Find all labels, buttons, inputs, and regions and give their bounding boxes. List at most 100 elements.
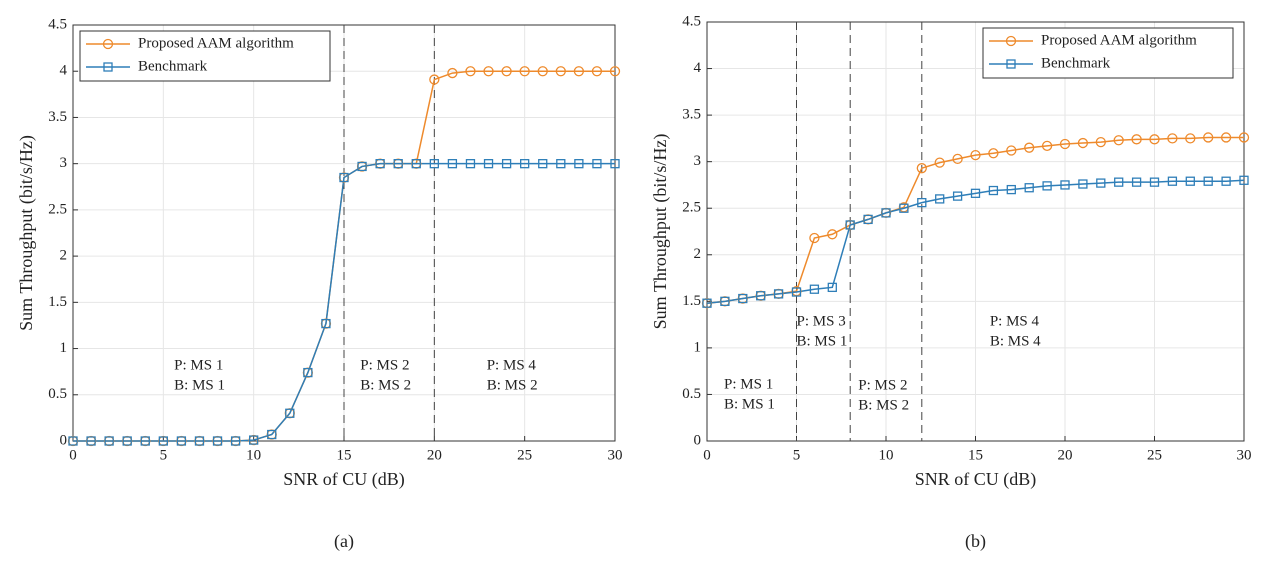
series-line: [706, 179, 1245, 304]
y-tick-label: 3.5: [682, 107, 701, 123]
x-tick-label: 15: [968, 447, 983, 463]
square-marker: [899, 203, 909, 213]
square-marker: [756, 291, 766, 301]
square-marker: [1060, 180, 1070, 190]
square-marker: [935, 194, 945, 204]
plot-frame: [706, 21, 1245, 442]
circle-marker: [447, 67, 458, 79]
y-tick-label: 4.5: [48, 16, 67, 32]
circle-marker: [1113, 135, 1124, 146]
circle-marker: [483, 66, 494, 77]
square-marker: [970, 188, 981, 198]
square-marker: [556, 159, 566, 169]
circle-marker: [809, 232, 820, 244]
square-marker: [140, 436, 150, 446]
square-marker: [809, 284, 820, 294]
annotation: P: MS 1: [724, 377, 773, 393]
square-marker: [917, 197, 927, 208]
square-marker: [230, 436, 241, 446]
x-tick-label: 10: [246, 447, 261, 463]
circle-marker: [1149, 134, 1160, 145]
square-marker: [720, 296, 730, 306]
series-line: [73, 162, 615, 442]
annotation: B: MS 2: [858, 398, 909, 414]
square-marker: [375, 159, 385, 169]
y-tick-label: 0: [694, 432, 702, 448]
circle-marker: [1131, 134, 1142, 145]
square-marker: [447, 159, 458, 169]
annotation: B: MS 4: [990, 333, 1041, 349]
y-axis-label: Sum Throughput (bit/s/Hz): [16, 135, 37, 331]
series-line: [706, 136, 1244, 304]
circle-marker: [501, 66, 512, 77]
square-marker: [827, 282, 837, 293]
square-marker: [267, 429, 277, 440]
y-tick-label: 2.5: [682, 200, 701, 216]
circle-marker: [1238, 132, 1250, 143]
square-marker: [988, 185, 999, 196]
x-tick-label: 30: [608, 447, 623, 463]
annotation: P: MS 2: [858, 378, 907, 394]
annotation: B: MS 2: [487, 378, 538, 394]
legend-label: Benchmark: [1041, 55, 1111, 71]
circle-marker: [609, 66, 621, 77]
y-tick-label: 3.5: [48, 109, 67, 125]
y-tick-label: 2: [694, 246, 702, 262]
legend-marker: [102, 38, 114, 50]
square-marker: [86, 436, 96, 446]
legend-label: Proposed AAM algorithm: [138, 35, 294, 51]
y-tick-label: 3: [60, 155, 68, 171]
y-tick-label: 2: [60, 248, 68, 264]
square-marker: [538, 159, 548, 169]
square-marker: [501, 159, 512, 169]
y-tick-label: 0.5: [48, 386, 67, 402]
square-marker: [104, 436, 114, 446]
x-tick-label: 10: [879, 447, 894, 463]
circle-marker: [555, 66, 566, 77]
square-marker: [610, 159, 620, 169]
square-marker: [1221, 176, 1231, 186]
circle-marker: [573, 66, 585, 77]
square-marker: [881, 208, 891, 218]
circle-marker: [1185, 133, 1196, 144]
square-marker: [574, 159, 584, 169]
square-marker: [1114, 177, 1124, 187]
y-tick-label: 1.5: [48, 294, 67, 310]
square-marker: [773, 289, 784, 299]
legend-marker: [103, 62, 113, 72]
square-marker: [483, 159, 494, 169]
annotation: B: MS 2: [360, 378, 411, 394]
y-tick-label: 0.5: [682, 386, 701, 402]
square-marker: [592, 159, 602, 169]
square-marker: [321, 318, 331, 329]
x-tick-label: 25: [517, 447, 532, 463]
caption: (a): [334, 531, 354, 552]
square-marker: [1203, 176, 1213, 186]
x-tick-label: 20: [427, 447, 442, 463]
x-tick-label: 20: [1058, 447, 1073, 463]
circle-marker: [1059, 138, 1071, 150]
circle-marker: [591, 66, 603, 77]
x-tick-label: 15: [337, 447, 352, 463]
circle-marker: [1024, 142, 1035, 153]
square-marker: [791, 287, 802, 297]
square-marker: [285, 408, 295, 418]
caption: (b): [965, 531, 986, 552]
circle-marker: [1077, 137, 1089, 149]
y-tick-label: 0: [60, 432, 68, 448]
circle-marker: [1220, 132, 1232, 143]
x-tick-label: 0: [69, 447, 77, 463]
square-marker: [1096, 178, 1106, 188]
x-tick-label: 5: [793, 447, 801, 463]
x-axis-label: SNR of CU (dB): [915, 469, 1037, 490]
y-tick-label: 4.5: [682, 13, 701, 29]
circle-marker: [537, 66, 548, 77]
square-marker: [249, 435, 259, 445]
square-marker: [339, 172, 349, 183]
y-tick-label: 1: [60, 340, 68, 356]
y-tick-label: 4: [60, 63, 68, 79]
y-tick-label: 3: [694, 153, 702, 169]
square-marker: [176, 436, 187, 446]
annotation: P: MS 4: [990, 313, 1040, 329]
